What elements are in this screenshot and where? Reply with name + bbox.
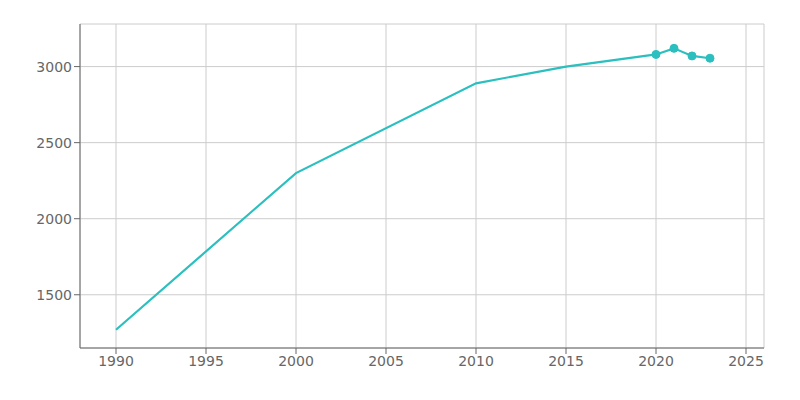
svg-text:2020: 2020 [638, 353, 674, 369]
svg-text:2000: 2000 [36, 211, 72, 227]
svg-text:2500: 2500 [36, 135, 72, 151]
svg-text:2010: 2010 [458, 353, 494, 369]
svg-text:1990: 1990 [98, 353, 134, 369]
svg-text:2000: 2000 [278, 353, 314, 369]
svg-text:1500: 1500 [36, 287, 72, 303]
svg-text:2015: 2015 [548, 353, 584, 369]
svg-text:1995: 1995 [188, 353, 224, 369]
svg-text:2005: 2005 [368, 353, 404, 369]
svg-text:3000: 3000 [36, 59, 72, 75]
svg-text:2025: 2025 [728, 353, 764, 369]
